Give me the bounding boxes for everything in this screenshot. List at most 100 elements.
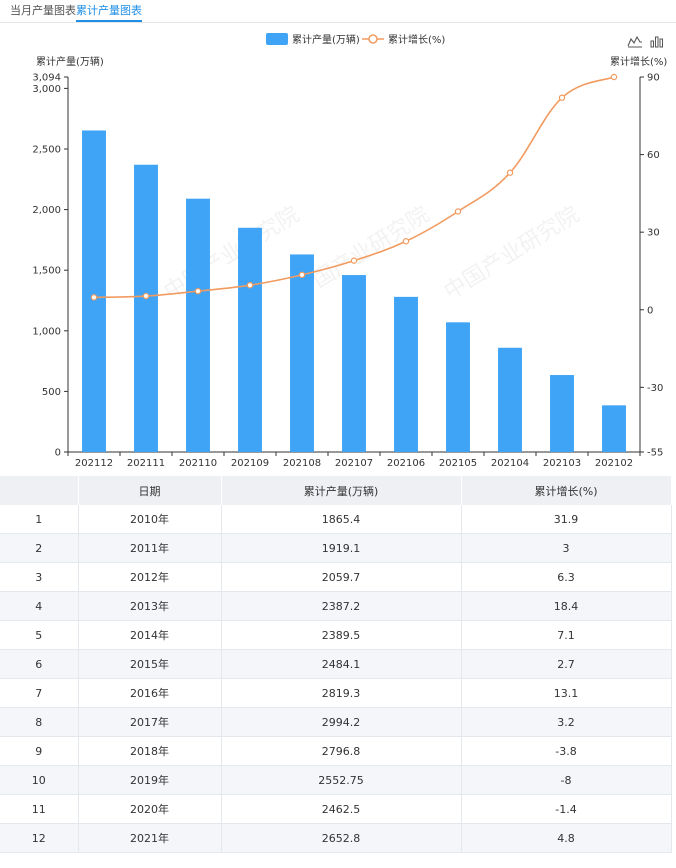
x-tick-label: 202103 bbox=[543, 458, 581, 469]
table-row: 6 2015年 2484.1 2.7 bbox=[0, 649, 672, 679]
y-left-tick-label: 1,000 bbox=[32, 326, 61, 337]
tab-monthly-chart[interactable]: 当月产量图表 bbox=[10, 4, 76, 17]
cell-date: 2010年 bbox=[78, 505, 222, 534]
y-left-axis-title: 累计产量(万辆) bbox=[36, 55, 104, 68]
x-tick-label: 202106 bbox=[387, 458, 425, 469]
legend-bar-label: 累计产量(万辆) bbox=[292, 33, 360, 46]
x-tick-label: 202110 bbox=[179, 458, 217, 469]
data-table: 日期 累计产量(万辆) 累计增长(%) 1 2010年 1865.4 31.9 2 201… bbox=[0, 476, 672, 853]
cell-index: 6 bbox=[0, 649, 79, 679]
y-right-tick-label: 90 bbox=[647, 73, 660, 84]
tab-cumulative-chart[interactable]: 累计产量图表 bbox=[76, 4, 142, 22]
x-tick-label: 202111 bbox=[127, 458, 165, 469]
bar-202112[interactable] bbox=[82, 130, 106, 452]
bar-202104[interactable] bbox=[498, 347, 522, 452]
line-point-202106[interactable] bbox=[402, 238, 410, 245]
cell-growth: 4.8 bbox=[461, 823, 672, 853]
legend-bar-swatch bbox=[266, 33, 288, 45]
x-tick-label: 202107 bbox=[335, 458, 373, 469]
bar-202110[interactable] bbox=[186, 198, 210, 452]
cell-index: 3 bbox=[0, 562, 79, 592]
cell-date: 2021年 bbox=[78, 823, 222, 853]
cell-output: 2462.5 bbox=[221, 794, 462, 824]
cell-index: 7 bbox=[0, 678, 79, 708]
cell-index: 9 bbox=[0, 736, 79, 766]
table-row: 5 2014年 2389.5 7.1 bbox=[0, 620, 672, 650]
line-point-202102[interactable] bbox=[610, 73, 618, 81]
line-point-202105[interactable] bbox=[454, 208, 462, 215]
chart-area: 中国产业研究院 中国产业研究院 中国产业研究院 累计产量(万辆) 累计增长(%)… bbox=[32, 33, 667, 469]
y-right-axis-title: 累计增长(%) bbox=[610, 55, 667, 68]
line-point-202107[interactable] bbox=[350, 257, 358, 264]
table-header-date: 日期 bbox=[78, 476, 222, 505]
line-chart-icon[interactable] bbox=[627, 34, 643, 48]
cell-growth: 31.9 bbox=[461, 505, 672, 534]
table-row: 8 2017年 2994.2 3.2 bbox=[0, 707, 672, 737]
bar-202102[interactable] bbox=[602, 405, 626, 452]
cell-date: 2013年 bbox=[78, 591, 222, 621]
table-header-output: 累计产量(万辆) bbox=[221, 476, 462, 505]
cell-growth: 13.1 bbox=[461, 678, 672, 708]
table-header-index bbox=[0, 476, 79, 505]
bar-202103[interactable] bbox=[550, 375, 574, 452]
cell-date: 2020年 bbox=[78, 794, 222, 824]
bar-202111[interactable] bbox=[134, 164, 158, 452]
cell-date: 2015年 bbox=[78, 649, 222, 679]
y-right-tick-label: 0 bbox=[647, 305, 653, 316]
cell-growth: 3 bbox=[461, 533, 672, 563]
bar-202108[interactable] bbox=[290, 254, 314, 452]
cell-index: 11 bbox=[0, 794, 79, 824]
legend-line-label: 累计增长(%) bbox=[388, 33, 445, 46]
y-left-tick-label: 0 bbox=[55, 448, 61, 459]
cell-growth: 7.1 bbox=[461, 620, 672, 650]
cell-date: 2014年 bbox=[78, 620, 222, 650]
growth-line bbox=[93, 76, 615, 299]
cell-date: 2011年 bbox=[78, 533, 222, 563]
table-row: 10 2019年 2552.75 -8 bbox=[0, 765, 672, 795]
bar-202105[interactable] bbox=[446, 322, 470, 452]
line-point-202111[interactable] bbox=[142, 292, 150, 300]
x-ticks: 202112 202111 202110 202109 202108 202107 2021… bbox=[67, 452, 641, 469]
cell-output: 2819.3 bbox=[221, 678, 462, 708]
cell-growth: -3.8 bbox=[461, 736, 672, 766]
cell-date: 2016年 bbox=[78, 678, 222, 708]
x-tick-label: 202112 bbox=[75, 458, 113, 469]
bar-chart-icon[interactable] bbox=[650, 34, 664, 48]
line-point-202108[interactable] bbox=[298, 271, 306, 279]
table-row: 4 2013年 2387.2 18.4 bbox=[0, 591, 672, 621]
bar-202107[interactable] bbox=[342, 275, 366, 452]
y-left-tick-label: 2,500 bbox=[32, 144, 61, 155]
bar-series bbox=[82, 130, 626, 452]
y-left-tick-label: 3,000 bbox=[32, 84, 61, 95]
cell-output: 2994.2 bbox=[221, 707, 462, 737]
x-tick-label: 202105 bbox=[439, 458, 477, 469]
cell-date: 2017年 bbox=[78, 707, 222, 737]
table-row: 1 2010年 1865.4 31.9 bbox=[0, 505, 672, 534]
table-row: 11 2020年 2462.5 -1.4 bbox=[0, 794, 672, 824]
table-row: 12 2021年 2652.8 4.8 bbox=[0, 823, 672, 853]
cell-index: 2 bbox=[0, 533, 79, 563]
x-tick-label: 202102 bbox=[595, 458, 633, 469]
cell-index: 8 bbox=[0, 707, 79, 737]
cell-output: 2387.2 bbox=[221, 591, 462, 621]
line-point-202109[interactable] bbox=[246, 281, 254, 289]
x-tick-label: 202109 bbox=[231, 458, 269, 469]
table-row: 7 2016年 2819.3 13.1 bbox=[0, 678, 672, 708]
line-point-202110[interactable] bbox=[194, 287, 202, 295]
cell-growth: 2.7 bbox=[461, 649, 672, 679]
cell-growth: -8 bbox=[461, 765, 672, 795]
growth-line-points bbox=[90, 73, 618, 301]
y-left-tick-label: 500 bbox=[42, 387, 61, 398]
legend: 累计产量(万辆) 累计增长(%) bbox=[266, 33, 445, 46]
y-right-ticks: -55 -30 0 30 60 90 bbox=[640, 73, 663, 459]
bar-202109[interactable] bbox=[238, 227, 262, 452]
line-point-202103[interactable] bbox=[558, 94, 566, 101]
line-point-202104[interactable] bbox=[506, 169, 514, 176]
cell-date: 2018年 bbox=[78, 736, 222, 766]
cell-date: 2012年 bbox=[78, 562, 222, 592]
cell-index: 4 bbox=[0, 591, 79, 621]
bar-202106[interactable] bbox=[394, 296, 418, 452]
line-point-202112[interactable] bbox=[90, 294, 98, 301]
cell-index: 12 bbox=[0, 823, 79, 853]
table-header-growth: 累计增长(%) bbox=[461, 476, 672, 505]
